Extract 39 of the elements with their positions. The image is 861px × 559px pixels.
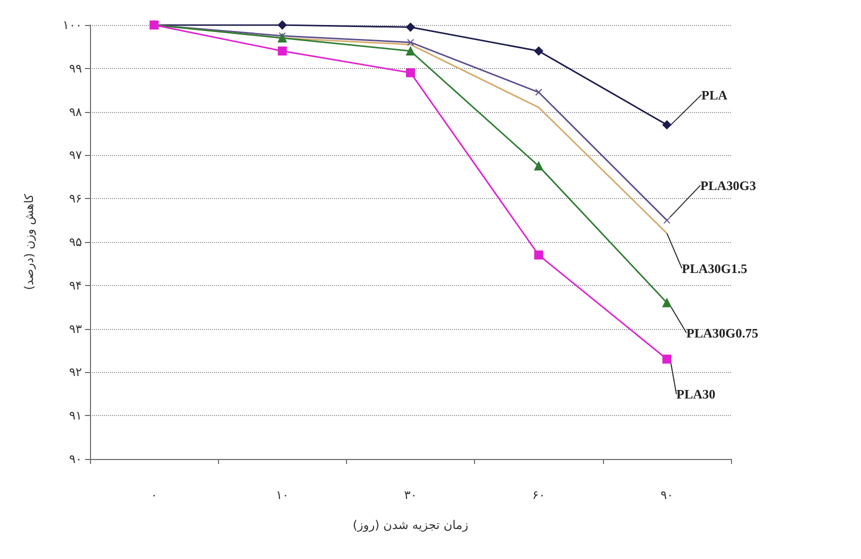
text: PLA30G3	[700, 178, 757, 193]
series-label: PLA30G0.75	[686, 325, 759, 340]
point	[662, 354, 672, 364]
point	[662, 120, 672, 130]
point	[534, 46, 544, 56]
point	[278, 32, 286, 40]
x-tick-label: ۹۰	[660, 488, 674, 502]
text: PLA	[701, 87, 728, 102]
y-tick-label: ۹۶	[69, 192, 82, 206]
y-tick-label: ۹۲	[69, 365, 82, 380]
point	[534, 162, 544, 171]
point	[406, 46, 415, 56]
text: PLA30G1.5	[682, 260, 748, 276]
x-tick-label: ۳۰	[404, 488, 417, 502]
x-tick-label: ۶۰	[532, 488, 546, 502]
point	[662, 298, 672, 308]
point	[278, 34, 287, 43]
y-tick-label: ۹۸	[69, 104, 83, 119]
x-axis-title: زمان تجزیه شدن (روز)	[352, 518, 468, 532]
y-tick-label: ۹۷	[69, 148, 83, 162]
x-tick-label: ۱۰	[276, 488, 289, 502]
point	[406, 22, 415, 32]
y-tick-label: ۹۰	[69, 452, 82, 466]
point	[663, 216, 670, 224]
point	[534, 250, 544, 260]
y-tick-label: ۹۳	[69, 322, 83, 336]
point	[535, 88, 542, 96]
y-tick-label: ۹۵	[69, 235, 82, 249]
point	[278, 46, 287, 56]
y-tick-label: ۱۰۰	[62, 18, 82, 32]
x-tick-label: ۰	[150, 488, 158, 502]
y-tick-label: ۹۹	[69, 61, 82, 76]
y-tick-label: ۹۴	[69, 278, 82, 292]
point	[406, 68, 415, 78]
y-tick-label: ۹۱	[69, 408, 82, 423]
point	[407, 38, 414, 46]
series-label: PLA30	[676, 386, 716, 402]
y-axis-title: کاهش وزن (درصد)	[22, 194, 36, 290]
point	[278, 20, 287, 30]
